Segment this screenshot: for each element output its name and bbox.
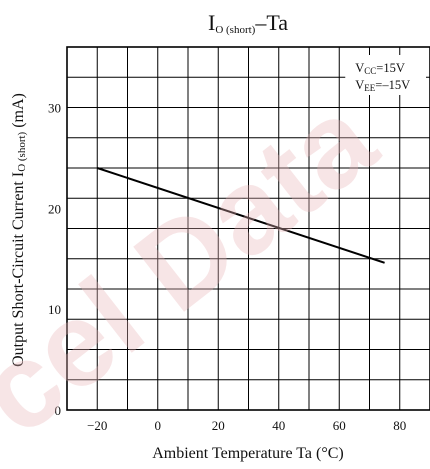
- x-tick-label: 80: [393, 418, 406, 433]
- series-group: [96, 167, 385, 264]
- series-line: [96, 167, 385, 264]
- y-tick-labels: 0 10 20 30: [48, 101, 61, 419]
- x-tick-labels: −20 0 20 40 60 80: [87, 418, 406, 433]
- x-tick-label: 40: [272, 418, 285, 433]
- y-tick-label: 0: [55, 403, 62, 418]
- conditions-box: [345, 55, 426, 95]
- condition-vee: VEE=–15V: [355, 78, 410, 93]
- grid: [67, 47, 430, 410]
- x-axis-title: Ambient Temperature Ta (°C): [152, 445, 344, 462]
- chart-title: IO (short)–Ta: [208, 10, 288, 36]
- plot-frame: [66, 46, 430, 411]
- x-tick-label: 60: [333, 418, 346, 433]
- x-tick-label: 0: [155, 418, 162, 433]
- y-tick-label: 30: [48, 101, 61, 116]
- x-tick-label: −20: [87, 418, 107, 433]
- y-tick-label: 20: [48, 201, 61, 216]
- y-tick-label: 10: [48, 302, 61, 317]
- x-tick-label: 20: [212, 418, 225, 433]
- y-axis-title: Output Short-Circuit Current IO (short) …: [10, 93, 28, 367]
- condition-vcc: VCC=15V: [355, 61, 405, 76]
